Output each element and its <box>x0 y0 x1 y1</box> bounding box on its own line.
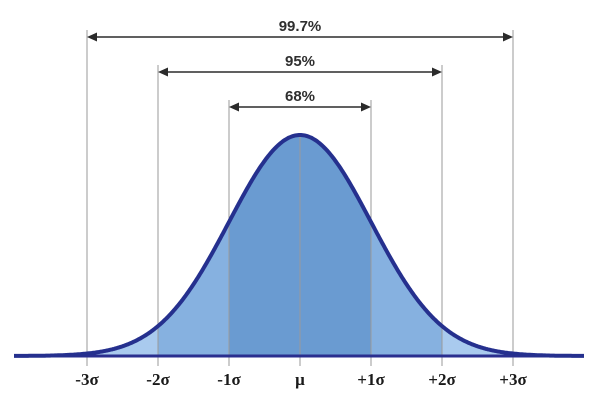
axis-label-mean: μ <box>295 370 305 389</box>
interval-label-68: 68% <box>285 88 315 105</box>
axis-label-plus-1-sigma: +1σ <box>357 370 385 389</box>
interval-arrow-68: 68% <box>229 88 371 112</box>
interval-arrow-95: 95% <box>158 53 442 77</box>
interval-arrow-99-7: 99.7% <box>87 18 513 42</box>
axis-label-plus-2-sigma: +2σ <box>428 370 456 389</box>
interval-label-99-7: 99.7% <box>279 18 322 35</box>
axis-label-minus-3-sigma: -3σ <box>75 370 99 389</box>
axis-label-minus-1-sigma: -1σ <box>217 370 241 389</box>
axis-label-minus-2-sigma: -2σ <box>146 370 170 389</box>
interval-arrows: 68% 95% 99.7% <box>87 18 513 112</box>
axis-label-plus-3-sigma: +3σ <box>499 370 527 389</box>
axis-labels: -3σ -2σ -1σ μ +1σ +2σ +3σ <box>75 370 527 389</box>
sigma-guide-lines <box>86 30 514 366</box>
interval-label-95: 95% <box>285 53 315 70</box>
bell-curve <box>13 133 585 358</box>
